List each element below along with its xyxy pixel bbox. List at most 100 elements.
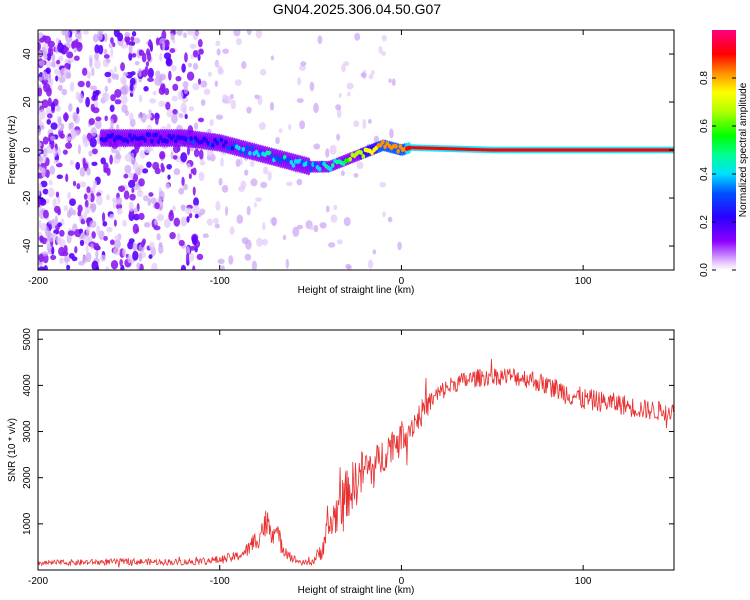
- colorbar-tick-label: 0.0: [699, 263, 710, 277]
- noise-blob: [343, 216, 351, 227]
- noise-blob: [347, 91, 351, 97]
- noise-blob: [128, 201, 134, 212]
- noise-blob: [197, 117, 205, 123]
- noise-blob: [83, 234, 91, 245]
- noise-blob: [38, 155, 43, 165]
- noise-blob: [145, 48, 151, 56]
- noise-blob: [149, 98, 157, 104]
- y-tick-label: 40: [22, 48, 33, 60]
- noise-blob: [199, 160, 206, 166]
- noise-blob: [203, 88, 211, 96]
- noise-blob: [57, 222, 63, 227]
- noise-blob: [170, 151, 174, 160]
- noise-blob: [109, 213, 115, 220]
- noise-blob: [308, 225, 315, 231]
- noise-blob: [92, 242, 100, 250]
- noise-blob: [66, 51, 74, 59]
- noise-blob: [122, 219, 128, 227]
- noise-blob: [89, 137, 97, 148]
- noise-blob: [86, 186, 91, 194]
- ridge-core: [189, 136, 193, 141]
- noise-blob: [69, 198, 77, 207]
- noise-blob: [147, 197, 152, 207]
- ridge-core: [378, 142, 383, 148]
- noise-blob: [121, 78, 127, 86]
- noise-blob: [38, 109, 46, 120]
- spectrogram-marks: [38, 30, 674, 270]
- noise-blob: [120, 94, 128, 105]
- noise-blob: [133, 207, 139, 214]
- noise-blob: [267, 171, 272, 181]
- noise-blob: [214, 223, 220, 229]
- noise-blob: [74, 246, 78, 254]
- noise-blob: [83, 212, 88, 222]
- noise-blob: [60, 123, 65, 130]
- noise-blob: [132, 250, 139, 261]
- noise-blob: [382, 211, 386, 218]
- noise-blob: [120, 62, 125, 72]
- noise-blob: [148, 109, 152, 114]
- noise-blob: [114, 88, 122, 98]
- noise-blob: [68, 122, 72, 131]
- noise-blob: [133, 213, 140, 221]
- ridge-core: [243, 150, 248, 156]
- noise-blob: [285, 181, 293, 187]
- noise-blob: [156, 213, 165, 222]
- noise-blob: [38, 141, 42, 148]
- noise-blob: [91, 260, 99, 270]
- noise-blob: [67, 191, 71, 200]
- noise-blob: [202, 233, 209, 239]
- noise-blob: [55, 37, 60, 44]
- noise-blob: [296, 98, 304, 104]
- noise-blob: [147, 67, 154, 79]
- noise-blob: [39, 124, 45, 130]
- noise-blob: [215, 61, 219, 67]
- noise-blob: [55, 191, 60, 198]
- colorbar-tick-label: 0.8: [699, 71, 710, 85]
- ridge-core: [396, 148, 400, 154]
- noise-blob: [235, 158, 241, 168]
- noise-blob: [158, 190, 165, 201]
- noise-blob: [171, 95, 179, 102]
- noise-blob: [90, 127, 97, 137]
- noise-blob: [69, 159, 74, 166]
- noise-blob: [154, 167, 161, 175]
- noise-blob: [42, 147, 48, 158]
- noise-blob: [104, 115, 108, 122]
- noise-blob: [128, 172, 134, 179]
- noise-blob: [62, 112, 69, 122]
- noise-blob: [70, 127, 75, 137]
- noise-blob: [46, 113, 53, 119]
- noise-blob: [172, 205, 176, 212]
- noise-blob: [72, 180, 77, 187]
- noise-blob: [72, 209, 76, 216]
- noise-blob: [92, 180, 98, 189]
- y-tick-label: -40: [22, 238, 33, 253]
- noise-blob: [61, 88, 68, 96]
- noise-blob: [169, 209, 174, 217]
- noise-blob: [336, 108, 342, 119]
- noise-blob: [229, 226, 235, 235]
- noise-blob: [256, 237, 263, 247]
- noise-blob: [57, 196, 61, 204]
- noise-blob: [140, 240, 145, 248]
- ridge-core: [154, 132, 158, 138]
- noise-blob: [187, 30, 194, 36]
- noise-blob: [296, 224, 304, 230]
- noise-blob: [104, 71, 112, 78]
- noise-blob: [151, 262, 158, 270]
- colorbar-tick-label: 0.6: [699, 119, 710, 133]
- x-tick-label: -200: [28, 576, 48, 587]
- noise-blob: [193, 148, 200, 158]
- noise-blob: [97, 31, 103, 41]
- noise-blob: [250, 160, 255, 168]
- ridge-core: [165, 138, 169, 144]
- noise-blob: [241, 61, 247, 69]
- noise-blob: [258, 122, 266, 131]
- noise-blob: [128, 52, 133, 61]
- ridge-core: [317, 166, 322, 172]
- noise-blob: [176, 30, 183, 36]
- noise-blob: [122, 84, 129, 95]
- noise-blob: [49, 165, 56, 175]
- noise-blob: [212, 217, 219, 224]
